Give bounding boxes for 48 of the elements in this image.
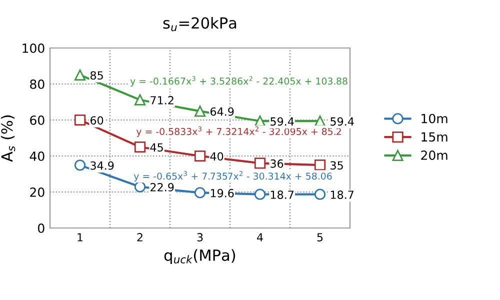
point [254, 188, 266, 200]
point [254, 158, 266, 169]
point [194, 150, 206, 162]
y-tick-label: 80 [30, 79, 44, 89]
data-label: 36 [270, 159, 284, 168]
x-tick-label: 1 [78, 233, 83, 242]
y-axis-title: A$_{s}$ (%) [0, 115, 16, 162]
data-label: 34.9 [90, 161, 114, 170]
point [194, 106, 206, 117]
point [74, 69, 86, 81]
data-label: 85 [90, 71, 103, 80]
y-tick-label: 40 [30, 151, 44, 161]
y-tick-label: 100 [22, 43, 44, 53]
data-label: 40 [210, 152, 224, 161]
chart-title: s$_{u}$=20kPa [163, 16, 236, 32]
data-label: 60 [90, 116, 104, 125]
data-label: 35 [330, 161, 343, 170]
point [194, 187, 206, 198]
y-tick-label: 60 [30, 115, 44, 125]
point [74, 114, 86, 126]
point [134, 141, 146, 153]
data-label: 64.9 [210, 107, 234, 116]
legend-label: 20m [421, 150, 448, 160]
x-tick-label: 2 [137, 233, 142, 242]
legend-label: 15m [422, 132, 448, 142]
legend-label: 10m [422, 114, 448, 124]
x-tick-label: 3 [197, 233, 203, 242]
point [134, 94, 146, 106]
data-label: 59.4 [270, 117, 294, 126]
data-label: 45 [150, 143, 163, 152]
data-label: 18.7 [330, 190, 354, 199]
y-tick-label: 0 [38, 223, 44, 233]
data-label: 22.9 [150, 182, 174, 192]
point [314, 159, 326, 171]
y-tick-label: 20 [30, 187, 44, 197]
data-label: 71.2 [150, 96, 174, 104]
annotation: y = -0.1667x$^{3}$ + 3.5286x$^{2}$ - 22.405x + 103.88 [130, 76, 348, 86]
point [314, 188, 326, 200]
annotation: y = -0.65x$^{3}$ + 7.7357x$^{2}$ - 30.314x + 58.06 [134, 171, 332, 182]
x-tick-label: 5 [317, 233, 323, 242]
annotation: y = -0.5833x$^{3}$ + 7.3214x$^{2}$ - 32.095x + 85.2 [136, 126, 341, 137]
x-tick-label: 4 [257, 233, 263, 242]
data-label: 59.4 [330, 117, 354, 126]
data-label: 19.6 [210, 188, 234, 198]
data-label: 18.7 [270, 190, 294, 199]
point [74, 160, 86, 171]
x-axis-title: q$_{uck}$(MPa) [164, 249, 236, 264]
point [134, 181, 146, 192]
